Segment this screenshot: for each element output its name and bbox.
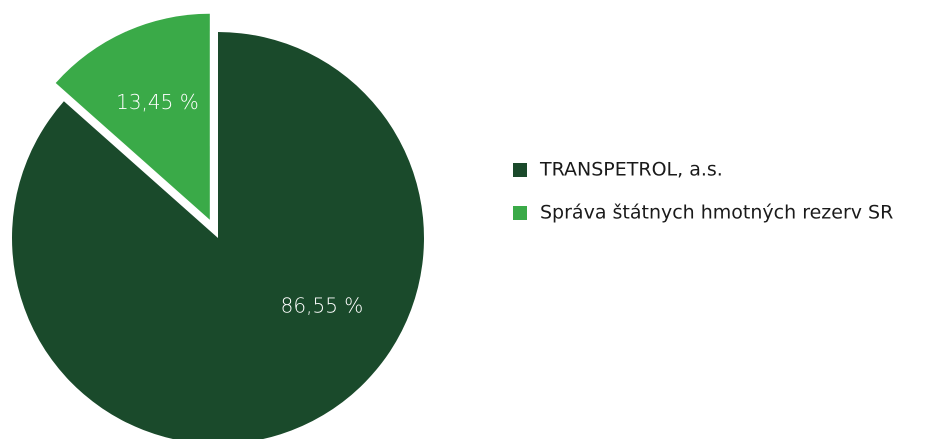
legend-text: Správa štátnych hmotných rezerv SR [540, 202, 893, 224]
legend-swatch [513, 163, 527, 177]
legend-swatch [513, 206, 527, 220]
pie-slice [55, 13, 210, 220]
legend-text: TRANSPETROL, a.s. [539, 159, 723, 181]
slice-label: 13,45 % [116, 90, 199, 114]
slice-label: 86,55 % [281, 293, 364, 317]
pie-slice [12, 32, 424, 439]
